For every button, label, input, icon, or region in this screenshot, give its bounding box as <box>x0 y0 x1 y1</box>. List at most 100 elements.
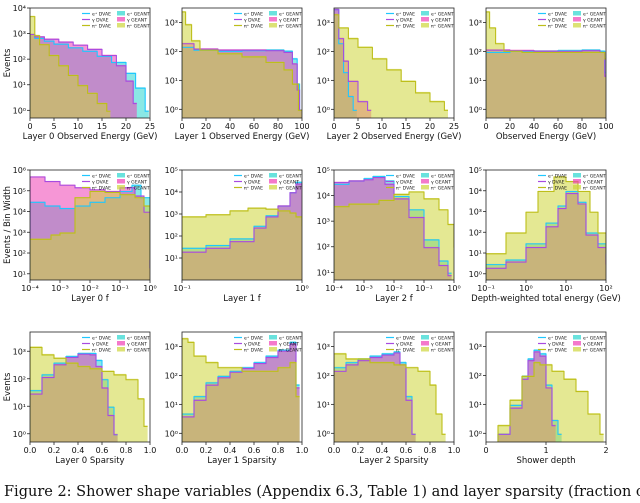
legend-label: γ GEANT <box>431 342 451 348</box>
series-line-p <box>182 11 302 118</box>
x-tick-label: 10⁻² <box>81 284 99 293</box>
y-tick-label: 10⁰ <box>165 105 178 114</box>
y-tick-label: 10⁰ <box>13 106 26 115</box>
axes-frame <box>181 331 303 443</box>
legend-swatch <box>573 11 581 16</box>
series-line-p <box>486 176 606 280</box>
legend-swatch <box>573 347 581 352</box>
legend: e⁺ DVAE e⁺ GEANT γ DVAE γ GEANT π⁺ DVAE π⁺ GE… <box>538 335 606 354</box>
legend-label: e⁺ GEANT <box>583 336 606 342</box>
series-line-g <box>334 9 372 118</box>
legend-label: π⁺ DVAE <box>244 24 263 30</box>
y-tick-label: 10² <box>165 232 178 241</box>
x-tick-label: 25 <box>145 122 155 131</box>
chart-panel-12: 0 1 2 10⁰ 10¹ 10² 10³ Shower depth e⁺ DVAE e⁺ GEA… <box>469 331 609 466</box>
legend-label: π⁺ DVAE <box>548 186 567 192</box>
y-tick-label: 10² <box>13 249 26 258</box>
x-tick-label: 0.8 <box>272 446 285 455</box>
y-tick-label: 10⁴ <box>469 187 482 196</box>
legend-label: γ GEANT <box>583 180 603 186</box>
series-line-p <box>334 14 448 118</box>
x-tick-label: 5 <box>51 122 56 131</box>
series-line-e <box>486 49 606 118</box>
series-line-g <box>334 177 452 280</box>
series-fill-p <box>30 190 150 280</box>
legend-swatch <box>117 341 125 346</box>
x-tick-label: 100 <box>598 122 613 131</box>
x-tick-label: 5 <box>355 122 360 131</box>
x-tick-label: 2 <box>603 446 608 455</box>
series-fill-p <box>30 346 148 442</box>
x-tick-label: 100 <box>294 122 309 131</box>
x-tick-label: 0 <box>483 122 488 131</box>
legend-swatch <box>269 23 277 28</box>
legend-label: π⁺ GEANT <box>583 24 606 30</box>
y-tick-label: 10¹ <box>13 402 26 411</box>
y-tick-label: 10¹ <box>165 400 178 409</box>
legend-label: γ DVAE <box>396 342 413 348</box>
axes-frame <box>485 7 607 119</box>
legend: e⁺ DVAE e⁺ GEANT γ DVAE γ GEANT π⁺ DVAE π⁺ GE… <box>82 335 150 354</box>
legend-swatch <box>117 185 125 190</box>
legend-label: e⁺ DVAE <box>244 174 263 180</box>
legend-swatch <box>117 11 125 16</box>
legend-swatch <box>421 185 429 190</box>
legend-label: π⁺ GEANT <box>431 24 454 30</box>
series-line-p <box>497 362 604 442</box>
chart-panel-5: 10⁻⁴ 10⁻³ 10⁻² 10⁻¹ 10⁰ 10¹ 10² 10³ 10⁴ 10⁵ 10⁶ Lay… <box>3 166 157 304</box>
legend-label: π⁺ GEANT <box>279 348 302 354</box>
series-fill-p <box>182 207 302 280</box>
chart-panel-7: 10⁻⁴ 10⁻³ 10⁻² 10⁻¹ 10⁰ 10¹ 10² 10³ 10⁴ 10⁵ Layer … <box>317 166 461 304</box>
legend-label: π⁺ GEANT <box>583 348 606 354</box>
legend-label: e⁺ DVAE <box>396 12 415 18</box>
axes-frame <box>181 169 303 281</box>
x-tick-label: 1.0 <box>296 446 309 455</box>
x-tick-label: 0.6 <box>400 446 413 455</box>
legend-label: π⁺ DVAE <box>244 186 263 192</box>
y-tick-label: 10⁰ <box>469 105 482 114</box>
legend-label: γ DVAE <box>548 342 565 348</box>
x-tick-label: 0 <box>331 122 336 131</box>
x-tick-label: 0.0 <box>176 446 189 455</box>
legend: e⁺ DVAE e⁺ GEANT γ DVAE γ GEANT π⁺ DVAE π⁺ GE… <box>234 173 302 192</box>
series-line-e <box>30 33 149 118</box>
legend: e⁺ DVAE e⁺ GEANT γ DVAE γ GEANT π⁺ DVAE π⁺ GE… <box>234 11 302 30</box>
y-tick-label: 10⁵ <box>317 166 330 175</box>
x-tick-label: 10⁻¹ <box>111 284 129 293</box>
chart-panel-4: 0 20 40 60 80 100 10⁰ 10¹ 10² 10³ Observed Energy … <box>469 7 614 142</box>
y-tick-label: 10² <box>317 47 330 56</box>
legend-label: e⁺ GEANT <box>431 174 454 180</box>
y-tick-label: 10² <box>317 371 330 380</box>
axes-frame <box>333 331 455 443</box>
y-tick-label: 10¹ <box>317 76 330 85</box>
y-tick-label: 10⁵ <box>165 166 178 175</box>
legend-label: γ GEANT <box>127 180 147 186</box>
x-axis-label: Layer 0 Sparsity <box>55 456 124 466</box>
legend: e⁺ DVAE e⁺ GEANT γ DVAE γ GEANT π⁺ DVAE π⁺ GE… <box>82 173 150 192</box>
series-fill-p <box>182 10 302 118</box>
legend: e⁺ DVAE e⁺ GEANT γ DVAE γ GEANT π⁺ DVAE π⁺ GE… <box>386 11 454 30</box>
legend-label: e⁺ GEANT <box>127 174 150 180</box>
legend-swatch <box>573 173 581 178</box>
legend-swatch <box>117 179 125 184</box>
x-tick-label: 10 <box>377 122 387 131</box>
legend: e⁺ DVAE e⁺ GEANT γ DVAE γ GEANT π⁺ DVAE π⁺ GE… <box>386 173 454 192</box>
x-tick-label: 1.0 <box>448 446 461 455</box>
legend-swatch <box>269 17 277 22</box>
legend-label: γ DVAE <box>92 342 109 348</box>
x-tick-label: 0 <box>483 446 488 455</box>
y-tick-label: 10⁵ <box>13 187 26 196</box>
legend-label: e⁺ DVAE <box>92 12 111 18</box>
y-tick-label: 10³ <box>317 18 330 27</box>
legend-label: e⁺ DVAE <box>396 174 415 180</box>
legend-swatch <box>269 341 277 346</box>
chart-panel-11: 0.0 0.2 0.4 0.6 0.8 1.0 10⁰ 10¹ 10² 10³ Layer 2 Sp… <box>317 331 461 466</box>
legend: e⁺ DVAE e⁺ GEANT γ DVAE γ GEANT π⁺ DVAE π⁺ GE… <box>82 11 150 30</box>
series-line-p <box>30 16 111 118</box>
x-tick-label: 0.8 <box>120 446 133 455</box>
legend-label: γ DVAE <box>244 342 261 348</box>
x-tick-label: 10⁰ <box>295 284 308 293</box>
x-tick-label: 10⁻¹ <box>415 284 433 293</box>
y-tick-label: 10⁰ <box>317 105 330 114</box>
